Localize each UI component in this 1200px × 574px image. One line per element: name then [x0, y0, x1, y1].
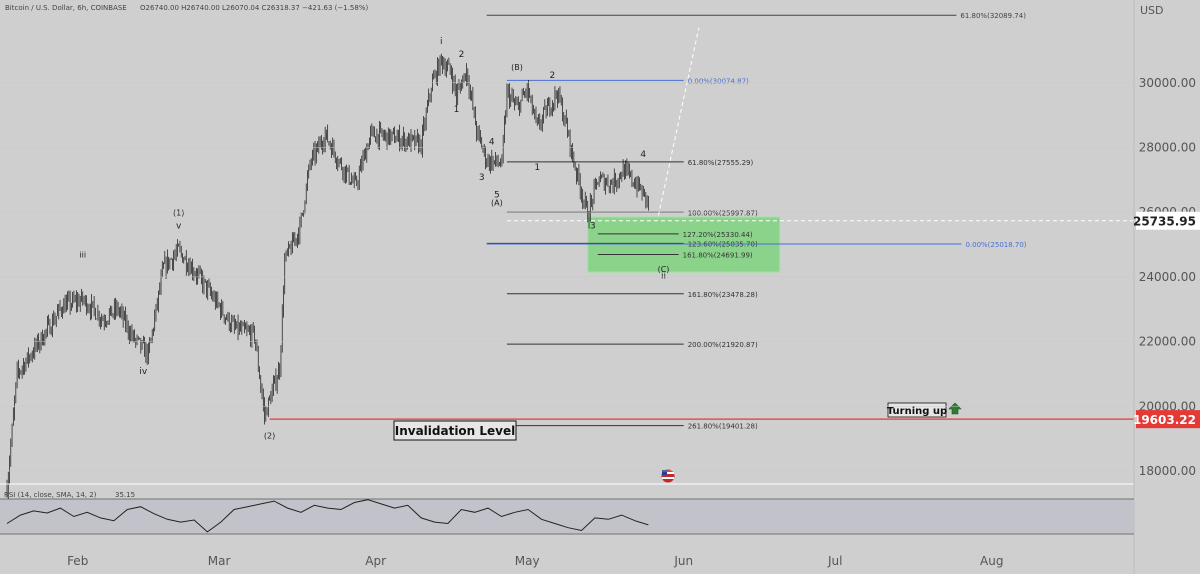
fib-level-label: 100.00%(25997.87): [688, 209, 758, 217]
fib-level-label: 0.00%(25018.70): [965, 241, 1026, 249]
wave-label: 1: [454, 105, 460, 115]
projection-path: [657, 27, 700, 216]
y-tick-label: 24000.00: [1139, 270, 1196, 284]
wave-label: iii: [79, 250, 86, 259]
up-arrow-icon: [948, 402, 962, 415]
invalidation-callout: Invalidation Level: [393, 420, 517, 441]
fib-level-label: 161.80%(23478.28): [688, 291, 758, 299]
x-tick-label: Apr: [365, 554, 386, 568]
fib-level-label: 261.80%(19401.28): [688, 423, 758, 431]
fib-level-label: 200.00%(21920.87): [688, 341, 758, 349]
wave-label: v: [176, 221, 182, 231]
wave-label: iv: [139, 367, 148, 377]
x-tick-label: Jun: [673, 554, 693, 568]
price-tag-label: 19603.22: [1133, 413, 1196, 427]
wave-label: 2: [550, 71, 556, 81]
price-axis: 30000.0028000.0026000.0024000.0022000.00…: [0, 76, 1196, 478]
x-tick-label: Mar: [208, 554, 231, 568]
wave-label: 1: [534, 163, 540, 173]
x-tick-label: May: [515, 554, 540, 568]
wave-label: ii: [661, 272, 666, 282]
y-tick-label: 28000.00: [1139, 141, 1196, 155]
currency-label: USD: [1140, 4, 1164, 17]
y-tick-label: 30000.00: [1139, 76, 1196, 90]
fib-level-label: 0.00%(30074.87): [688, 77, 749, 85]
chart-header-ohlc: O26740.00 H26740.00 L26070.04 C26318.37 …: [140, 4, 368, 12]
wave-label: 5: [494, 191, 500, 201]
y-tick-label: 20000.00: [1139, 399, 1196, 413]
price-tag-label: 25735.95: [1133, 215, 1196, 229]
target-zone: [587, 216, 781, 273]
fib-level-label: 161.80%(24691.99): [683, 252, 753, 260]
wave-label: 3: [479, 173, 485, 183]
wave-label: (C): [658, 265, 670, 274]
y-tick-label: 22000.00: [1139, 335, 1196, 349]
x-tick-label: Aug: [980, 554, 1003, 568]
wave-label: i: [440, 37, 443, 47]
fib-level-label: 61.80%(27555.29): [688, 159, 754, 167]
x-tick-label: Feb: [67, 554, 88, 568]
rsi-line: [6, 499, 649, 533]
x-tick-label: Jul: [827, 554, 842, 568]
wave-label: 2: [459, 50, 465, 60]
chart-header-symbol: Bitcoin / U.S. Dollar, 6h, COINBASE: [5, 4, 127, 12]
invalidation-label: Invalidation Level: [395, 424, 516, 438]
turning-up-label: Turning up: [887, 406, 947, 417]
wave-label: 4: [640, 150, 646, 160]
rsi-legend: RSI (14, close, SMA, 14, 2): [4, 491, 97, 499]
price-tag: [1136, 410, 1200, 429]
us-flag-icon: [661, 469, 675, 483]
y-tick-label: 18000.00: [1139, 464, 1196, 478]
rsi-pane: RSI (14, close, SMA, 14, 2) 35.15: [0, 491, 1134, 535]
wave-label: (1): [173, 208, 184, 217]
fib-level-label: 127.20%(25330.44): [683, 231, 753, 239]
wave-label: (2): [264, 432, 275, 441]
wave-label: (B): [511, 63, 523, 72]
wave-label: 4: [489, 137, 495, 147]
fib-level-label: 61.80%(32089.74): [960, 12, 1026, 20]
price-tag: [1136, 211, 1200, 230]
wave-label: (A): [491, 199, 503, 208]
wave-label: 3: [590, 221, 596, 231]
rsi-value: 35.15: [115, 491, 135, 499]
time-axis: Feb Mar Apr May Jun Jul Aug: [67, 554, 1003, 568]
price-candles: [6, 53, 649, 500]
